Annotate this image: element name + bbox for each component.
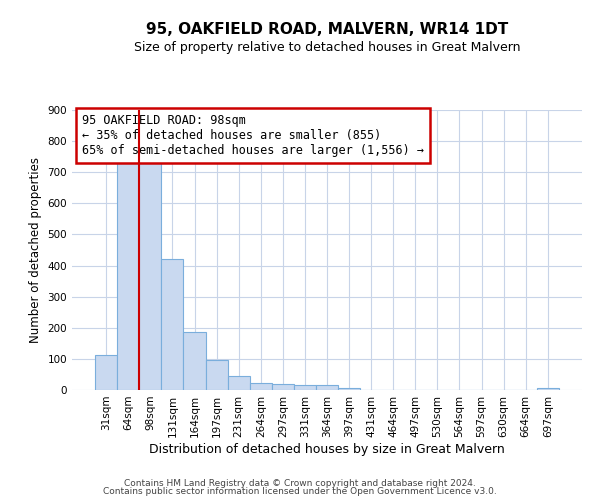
Text: Size of property relative to detached houses in Great Malvern: Size of property relative to detached ho… bbox=[134, 41, 520, 54]
Bar bbox=[537, 388, 559, 390]
Text: 95 OAKFIELD ROAD: 98sqm
← 35% of detached houses are smaller (855)
65% of semi-d: 95 OAKFIELD ROAD: 98sqm ← 35% of detache… bbox=[82, 114, 424, 157]
Bar bbox=[139, 156, 161, 390]
Y-axis label: Number of detached properties: Number of detached properties bbox=[29, 157, 42, 343]
Bar bbox=[227, 376, 250, 390]
Bar bbox=[316, 386, 338, 390]
X-axis label: Distribution of detached houses by size in Great Malvern: Distribution of detached houses by size … bbox=[149, 442, 505, 456]
Bar bbox=[95, 355, 117, 390]
Bar bbox=[117, 158, 139, 390]
Text: 95, OAKFIELD ROAD, MALVERN, WR14 1DT: 95, OAKFIELD ROAD, MALVERN, WR14 1DT bbox=[146, 22, 508, 38]
Text: Contains HM Land Registry data © Crown copyright and database right 2024.: Contains HM Land Registry data © Crown c… bbox=[124, 478, 476, 488]
Bar bbox=[184, 332, 206, 390]
Bar bbox=[250, 383, 272, 390]
Bar bbox=[272, 384, 294, 390]
Bar bbox=[338, 388, 360, 390]
Bar bbox=[294, 386, 316, 390]
Text: Contains public sector information licensed under the Open Government Licence v3: Contains public sector information licen… bbox=[103, 487, 497, 496]
Bar bbox=[161, 260, 184, 390]
Bar bbox=[206, 360, 227, 390]
